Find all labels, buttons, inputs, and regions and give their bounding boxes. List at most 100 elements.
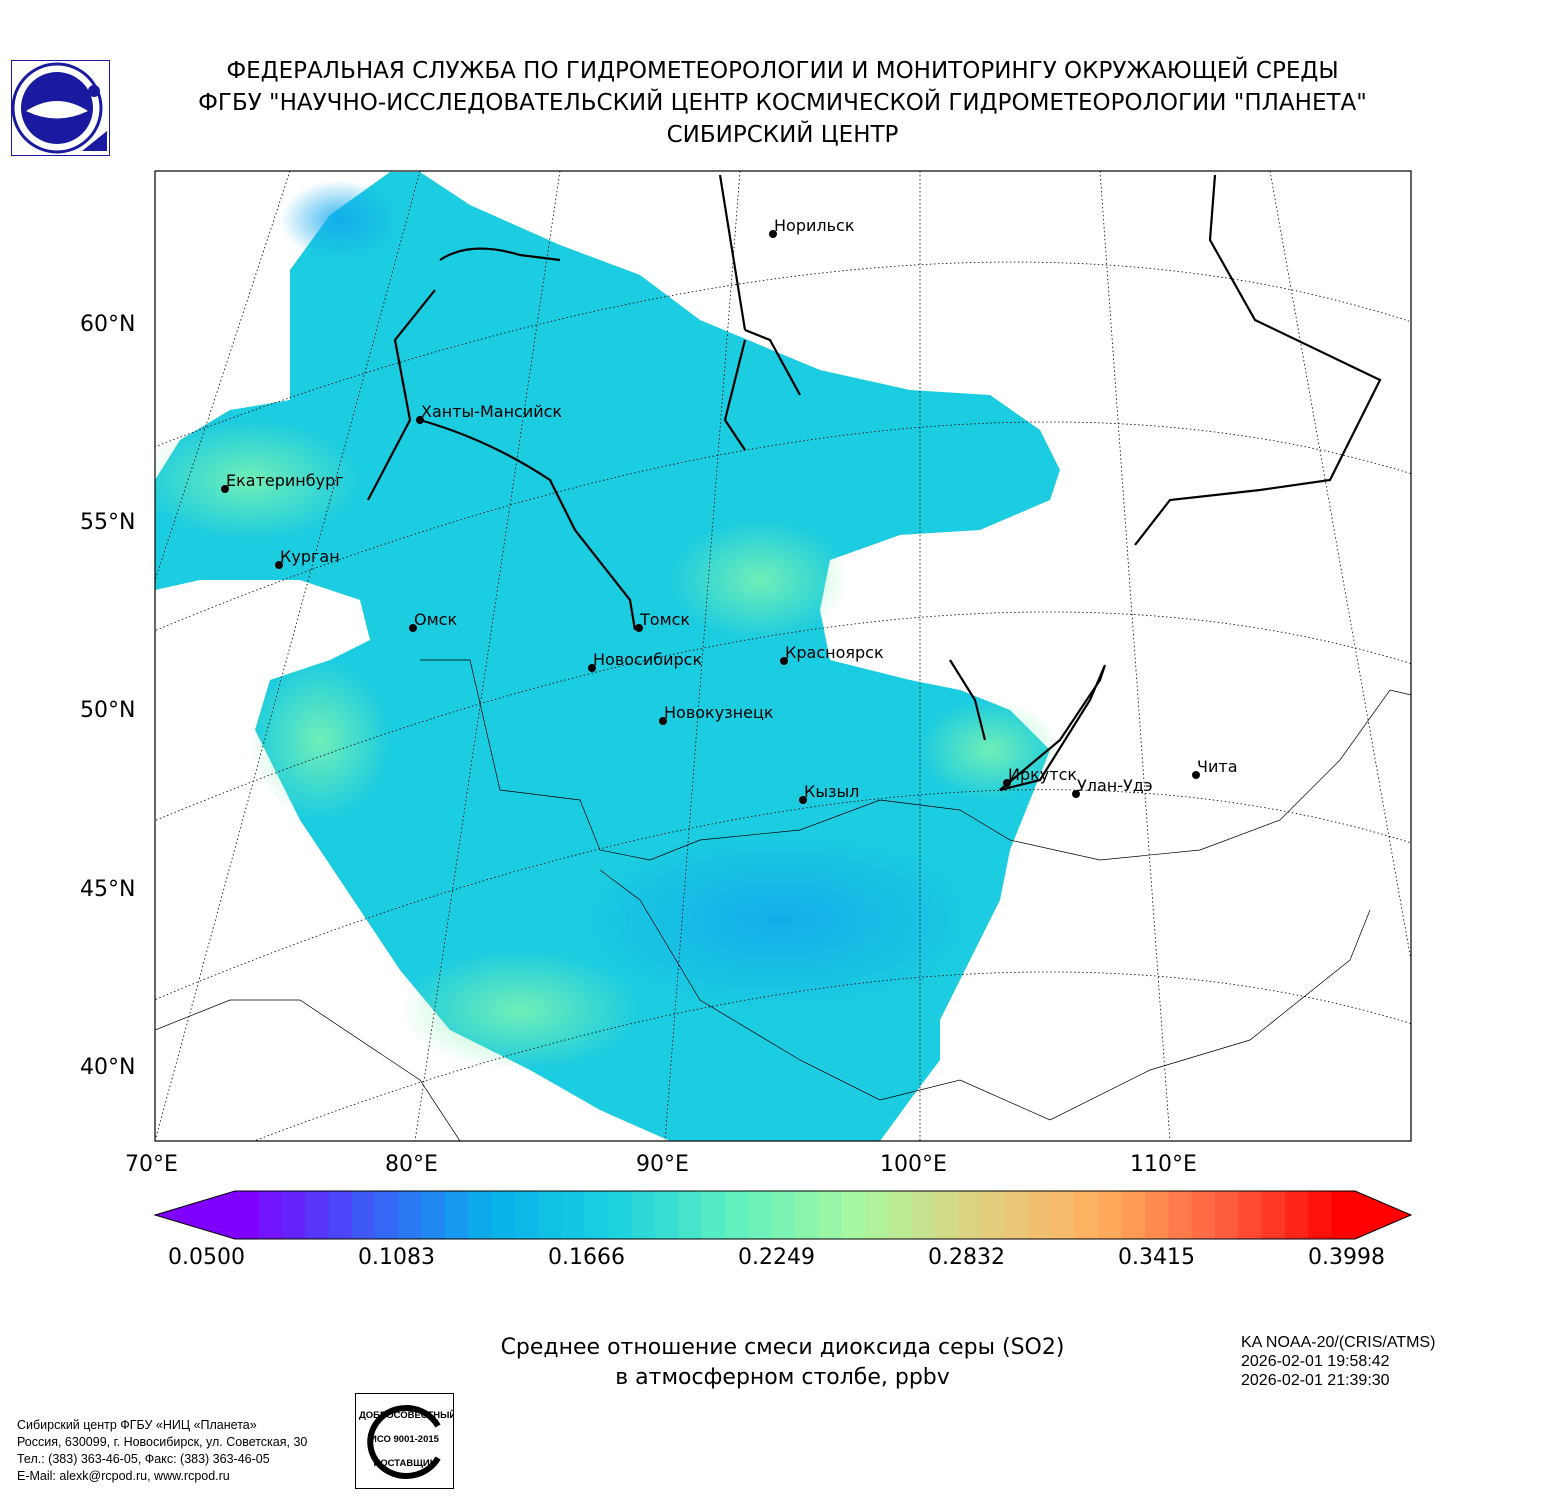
colorbar-bin xyxy=(748,1191,773,1239)
city-marker xyxy=(799,796,807,804)
colorbar-bin xyxy=(1285,1191,1309,1239)
colorbar-bin xyxy=(1028,1191,1053,1239)
colorbar-bin xyxy=(1261,1191,1286,1239)
city-marker xyxy=(780,657,788,665)
city-marker xyxy=(1003,779,1011,787)
city-marker xyxy=(221,485,229,493)
parallel-line xyxy=(155,421,1411,632)
lat-label: 60°N xyxy=(80,312,136,337)
colorbar-bin xyxy=(585,1191,609,1239)
colorbar-bin xyxy=(795,1191,819,1239)
colorbar-bin xyxy=(818,1191,843,1239)
colorbar-outline xyxy=(153,1190,1413,1240)
meridian-line xyxy=(1099,171,1171,1141)
footer-email: E-Mail: alexk@rcpod.ru, www.rcpod.ru xyxy=(17,1469,230,1483)
meridian-line xyxy=(1269,171,1411,961)
map-title: Среднее отношение смеси диоксида серы (S… xyxy=(400,1333,1165,1393)
footer-contacts: Сибирский центр ФГБУ «НИЦ «Планета» Росс… xyxy=(17,1417,307,1485)
colorbar-bin xyxy=(1331,1191,1356,1239)
city-marker xyxy=(659,717,667,725)
city-label: Кызыл xyxy=(804,782,859,801)
city-marker xyxy=(416,416,424,424)
colorbar-bin xyxy=(1098,1191,1123,1239)
colorbar-tick: 0.0500 xyxy=(168,1245,245,1270)
colorbar-bin xyxy=(655,1191,679,1239)
title-line1: Среднее отношение смеси диоксида серы (S… xyxy=(500,1335,1065,1360)
colorbar xyxy=(153,1190,1413,1240)
planeta-logo xyxy=(11,60,110,156)
city-marker xyxy=(588,664,596,672)
title-line2: в атмосферном столбе, ppbv xyxy=(615,1365,950,1390)
lat-label: 40°N xyxy=(80,1055,136,1080)
lon-label: 80°E xyxy=(385,1152,438,1177)
city-label: Красноярск xyxy=(785,643,884,662)
satellite-info: KA NOAA-20/(CRIS/ATMS) 2026-02-01 19:58:… xyxy=(1241,1333,1435,1390)
colorbar-bin xyxy=(1215,1191,1239,1239)
lon-label: 90°E xyxy=(636,1152,689,1177)
colorbar-bin xyxy=(631,1191,656,1239)
iso-badge: ДОБРОСОВЕСТНЫЙ ИСО 9001-2015 ПОСТАВЩИК xyxy=(355,1393,454,1489)
city-label: Новосибирск xyxy=(593,650,702,669)
colorbar-bin xyxy=(235,1191,259,1239)
colorbar-extend-max xyxy=(1355,1191,1411,1239)
satellite-start: 2026-02-01 19:58:42 xyxy=(1241,1353,1390,1370)
city-marker xyxy=(769,230,777,238)
colorbar-bin xyxy=(981,1191,1006,1239)
city-label: Норильск xyxy=(774,216,855,235)
colorbar-bin xyxy=(865,1191,889,1239)
colorbar-bin xyxy=(678,1191,703,1239)
colorbar-bin xyxy=(491,1191,516,1239)
colorbar-tick: 0.1666 xyxy=(548,1245,625,1270)
meridian-line xyxy=(414,171,561,1141)
lat-label: 55°N xyxy=(80,510,136,535)
colorbar-bin xyxy=(1145,1191,1169,1239)
colorbar-bin xyxy=(1238,1191,1263,1239)
footer-phone: Тел.: (383) 363-46-05, Факс: (383) 363-4… xyxy=(17,1452,270,1466)
parallel-line xyxy=(155,261,1411,448)
colorbar-extend-min xyxy=(155,1191,235,1239)
colorbar-bin xyxy=(1005,1191,1029,1239)
city-label: Чита xyxy=(1197,757,1238,776)
colorbar-bin xyxy=(1168,1191,1193,1239)
city-label: Иркутск xyxy=(1008,765,1077,784)
colorbar-bin xyxy=(608,1191,633,1239)
city-marker xyxy=(635,624,643,632)
colorbar-tick: 0.3998 xyxy=(1308,1245,1385,1270)
city-label: Улан-Удэ xyxy=(1077,776,1153,795)
header-line2: ФГБУ "НАУЧНО-ИССЛЕДОВАТЕЛЬСКИЙ ЦЕНТР КОС… xyxy=(198,90,1367,116)
colorbar-bin xyxy=(958,1191,983,1239)
colorbar-tick: 0.3415 xyxy=(1118,1245,1195,1270)
city-marker xyxy=(409,624,417,632)
colorbar-bin xyxy=(701,1191,726,1239)
footer-address: Россия, 630099, г. Новосибирск, ул. Сове… xyxy=(17,1435,308,1449)
colorbar-bin xyxy=(281,1191,306,1239)
colorbar-bin xyxy=(398,1191,423,1239)
colorbar-tick: 0.2832 xyxy=(928,1245,1005,1270)
colorbar-bin xyxy=(258,1191,283,1239)
satellite-end: 2026-02-01 21:39:30 xyxy=(1241,1372,1390,1389)
city-label: Омск xyxy=(414,610,457,629)
colorbar-bin xyxy=(1191,1191,1216,1239)
parallel-line xyxy=(155,789,1411,1001)
colorbar-bin xyxy=(421,1191,446,1239)
lat-label: 45°N xyxy=(80,877,136,902)
colorbar-bin xyxy=(375,1191,399,1239)
city-label: Новокузнецк xyxy=(664,703,774,722)
colorbar-bin xyxy=(445,1191,469,1239)
colorbar-bin xyxy=(841,1191,866,1239)
colorbar-bin xyxy=(305,1191,329,1239)
city-label: Ханты-Мансийск xyxy=(421,402,562,421)
colorbar-bin xyxy=(911,1191,936,1239)
colorbar-bin xyxy=(468,1191,493,1239)
colorbar-tick: 0.1083 xyxy=(358,1245,435,1270)
colorbar-bin xyxy=(935,1191,959,1239)
colorbar-bin xyxy=(888,1191,913,1239)
header-line1: ФЕДЕРАЛЬНАЯ СЛУЖБА ПО ГИДРОМЕТЕОРОЛОГИИ … xyxy=(226,58,1339,84)
colorbar-bin xyxy=(1075,1191,1099,1239)
city-label: Томск xyxy=(639,610,690,629)
lat-label: 50°N xyxy=(80,698,136,723)
colorbar-tick: 0.2249 xyxy=(738,1245,815,1270)
city-label: Екатеринбург xyxy=(226,471,344,490)
parallel-line xyxy=(253,971,1411,1141)
